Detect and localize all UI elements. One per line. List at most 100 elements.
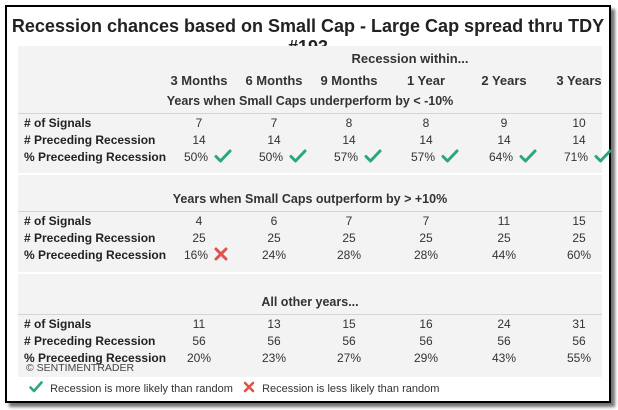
cell-value: 15 — [572, 214, 586, 228]
row-label: # Preceding Recession — [24, 334, 156, 348]
cell-value: 50% — [183, 150, 208, 164]
column-header: 6 Months — [245, 73, 303, 88]
check-icon — [519, 149, 537, 166]
cell-value: 24 — [497, 317, 511, 331]
table-frame: Recession chances based on Small Cap - L… — [5, 5, 612, 403]
table-cell: 25 — [239, 231, 309, 245]
cell-value: 57% — [333, 150, 358, 164]
column-header: 9 Months — [320, 73, 378, 88]
cell-value: 28% — [413, 248, 439, 262]
table-cell: 56 — [544, 334, 614, 348]
table-cell: 7 — [314, 214, 384, 228]
cell-value: 7 — [345, 214, 353, 228]
table-cell: 25 — [164, 231, 234, 245]
section-divider — [18, 314, 602, 315]
table-cell: 28% — [314, 248, 384, 262]
cell-value: 16% — [183, 248, 208, 262]
column-header: 1 Year — [406, 73, 446, 88]
table-cell: 8 — [314, 116, 384, 130]
table-cell: 14 — [239, 133, 309, 147]
section-divider — [18, 211, 602, 212]
legend-more-likely: Recession is more likely than random — [27, 381, 233, 396]
cell-value: 56 — [497, 334, 511, 348]
section-divider — [18, 113, 602, 114]
table-cell: 13 — [239, 317, 309, 331]
cell-value: 10 — [572, 116, 586, 130]
cell-value: 14 — [419, 133, 433, 147]
table-cell: 15 — [314, 317, 384, 331]
cell-value: 25 — [419, 231, 433, 245]
table-cell: 24% — [239, 248, 309, 262]
table-cell: 23% — [239, 351, 309, 365]
row-label: # of Signals — [24, 214, 92, 228]
cell-value: 7 — [422, 214, 430, 228]
check-icon — [214, 149, 232, 166]
cell-value: 9 — [500, 116, 508, 130]
table-cell: 14 — [164, 133, 234, 147]
section-separator — [18, 272, 602, 274]
data-panel: Recession within... 3 Months 6 Months 9 Mo… — [18, 46, 612, 377]
cell-value: 31 — [572, 317, 586, 331]
table-cell: 7 — [239, 116, 309, 130]
cell-value: 28% — [336, 248, 362, 262]
cell-value: 27% — [336, 351, 362, 365]
table-cell: 56 — [314, 334, 384, 348]
column-header: 3 Months — [170, 73, 228, 88]
table-cell: 8 — [391, 116, 461, 130]
cell-value: 60% — [566, 248, 592, 262]
cell-value: 11 — [192, 317, 206, 331]
cell-value: 16 — [419, 317, 433, 331]
table-cell: 11 — [469, 214, 539, 228]
cell-value: 56 — [267, 334, 281, 348]
legend-more-likely-text: Recession is more likely than random — [50, 382, 233, 395]
check-icon — [29, 381, 43, 396]
cell-value: 4 — [195, 214, 203, 228]
cell-value: 8 — [422, 116, 430, 130]
cell-value: 14 — [342, 133, 356, 147]
cell-value: 64% — [488, 150, 513, 164]
row-label: % Preceeding Recession — [24, 351, 167, 365]
row-label: # of Signals — [24, 317, 92, 331]
table-cell: 14 — [391, 133, 461, 147]
cell-value: 25 — [267, 231, 281, 245]
table-cell: 56 — [469, 334, 539, 348]
cell-value: 56 — [192, 334, 206, 348]
column-header: 2 Years — [481, 73, 527, 88]
table-cell: 25 — [314, 231, 384, 245]
table-cell: 7 — [164, 116, 234, 130]
table-cell: 56 — [239, 334, 309, 348]
cell-value: 14 — [497, 133, 511, 147]
cell-value: 14 — [192, 133, 206, 147]
column-header: 3 Years — [556, 73, 602, 88]
cell-value: 71% — [563, 150, 588, 164]
table-cell: 25 — [469, 231, 539, 245]
table-cell: 27% — [314, 351, 384, 365]
check-icon — [364, 149, 382, 166]
cell-value: 7 — [270, 116, 278, 130]
cell-value: 57% — [410, 150, 435, 164]
section-separator — [18, 173, 602, 175]
table-cell: 55% — [544, 351, 614, 365]
check-icon — [289, 149, 307, 166]
table-cell: 31 — [544, 317, 614, 331]
table-cell: 11 — [164, 317, 234, 331]
section-heading: Years when Small Caps outperform by > +1… — [172, 192, 448, 206]
recession-within-label: Recession within... — [351, 51, 469, 66]
row-label: % Preceeding Recession — [24, 150, 167, 164]
row-label: # Preceding Recession — [24, 231, 156, 245]
legend-less-likely: Recession is less likely than random — [241, 381, 439, 396]
cell-value: 24% — [261, 248, 287, 262]
table-cell: 7 — [391, 214, 461, 228]
cross-icon — [214, 247, 228, 264]
cross-icon — [243, 381, 255, 396]
row-label: # Preceding Recession — [24, 133, 156, 147]
cell-value: 7 — [195, 116, 203, 130]
cell-value: 55% — [566, 351, 592, 365]
table-cell: 14 — [469, 133, 539, 147]
table-cell: 60% — [544, 248, 614, 262]
table-cell: 16 — [391, 317, 461, 331]
cell-value: 56 — [572, 334, 586, 348]
legend-less-likely-text: Recession is less likely than random — [262, 382, 440, 395]
table-cell: 10 — [544, 116, 614, 130]
table-cell: 20% — [164, 351, 234, 365]
